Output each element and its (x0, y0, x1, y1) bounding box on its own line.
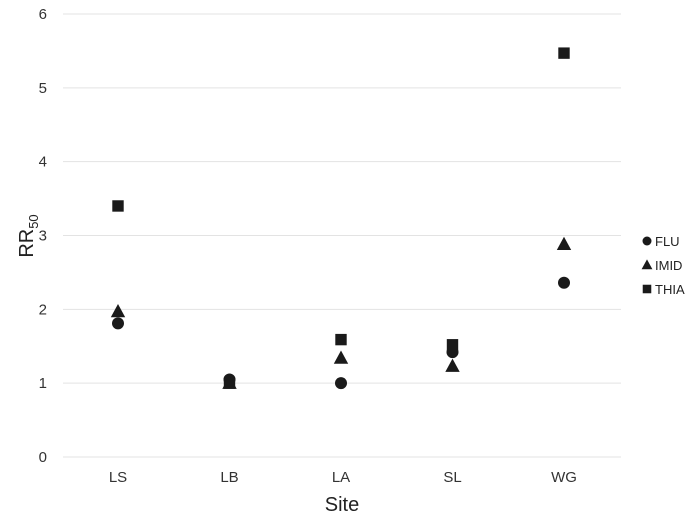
point-thia-ls (112, 200, 124, 212)
legend-label-flu: FLU (655, 234, 680, 249)
point-thia-lb (223, 377, 236, 389)
y-tick-label: 5 (39, 80, 47, 97)
point-imid-la (333, 350, 349, 364)
x-tick-label-sl: SL (443, 469, 461, 486)
point-flu-wg (558, 276, 570, 289)
legend-label-thia: THIA (655, 282, 685, 297)
data-points (110, 47, 572, 390)
y-tick-label: 4 (39, 154, 47, 171)
legend-marker-imid (641, 259, 653, 270)
grid-lines (63, 13, 621, 458)
x-tick-label-ls: LS (109, 469, 127, 486)
point-imid-wg (556, 236, 572, 251)
y-tick-label: 3 (39, 228, 47, 245)
legend: FLU IMID THIA (641, 234, 685, 297)
y-tick-label: 0 (39, 449, 47, 466)
y-axis-title: RR50 (16, 214, 41, 257)
point-imid-ls (110, 303, 126, 318)
y-tick-label: 6 (39, 6, 47, 23)
x-axis-title: Site (325, 494, 359, 514)
y-tick-label: 2 (39, 301, 47, 318)
legend-marker-thia (642, 284, 652, 294)
x-tick-label-lb: LB (220, 469, 238, 486)
point-thia-sl (446, 339, 459, 351)
point-imid-sl (445, 358, 460, 372)
point-thia-wg (558, 47, 570, 59)
legend-label-imid: IMID (655, 258, 682, 273)
x-tick-labels: LS LB LA SL WG (109, 469, 577, 486)
y-axis-title-main: RR (16, 229, 38, 258)
x-tick-label-la: LA (332, 469, 350, 486)
x-tick-label-wg: WG (551, 469, 577, 486)
y-tick-label: 1 (39, 375, 47, 392)
y-tick-labels: 0 1 2 3 4 5 6 (39, 6, 47, 466)
y-axis-title-subscript: 50 (26, 214, 41, 228)
legend-marker-flu (642, 236, 652, 246)
point-flu-la (335, 377, 347, 390)
point-thia-la (335, 333, 347, 346)
point-flu-ls (112, 317, 124, 330)
